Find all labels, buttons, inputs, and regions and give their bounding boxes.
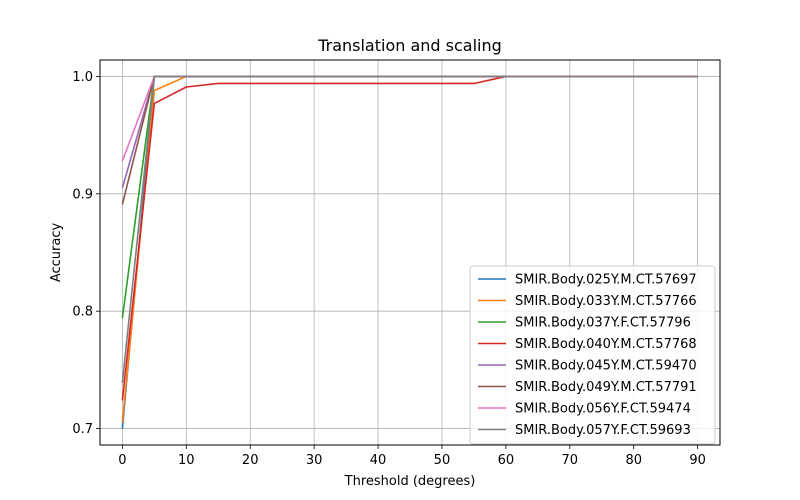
legend-entry: SMIR.Body.033Y.M.CT.57766: [515, 294, 697, 309]
y-tick-label: 0.7: [72, 422, 93, 437]
legend-box: [469, 265, 716, 445]
legend-entry: SMIR.Body.049Y.M.CT.57791: [515, 380, 697, 395]
series-line-5: [121, 75, 698, 189]
series-line-7: [121, 75, 698, 162]
x-tick-label: 0: [118, 453, 126, 468]
x-tick-label: 30: [306, 453, 323, 468]
legend-entry: SMIR.Body.037Y.F.CT.57796: [515, 316, 691, 331]
y-tick-label: 0.8: [72, 305, 93, 320]
x-tick-label: 80: [625, 453, 642, 468]
series-line-6: [121, 75, 698, 205]
legend-entry: SMIR.Body.045Y.M.CT.59470: [515, 359, 697, 374]
x-tick-label: 60: [498, 453, 515, 468]
plot-frame: [99, 59, 721, 446]
x-axis-label: Threshold (degrees): [344, 474, 476, 489]
x-tick-label: 20: [242, 453, 259, 468]
legend: SMIR.Body.025Y.M.CT.57697 SMIR.Body.033Y.…: [469, 265, 716, 445]
legend-entry: SMIR.Body.025Y.M.CT.57697: [515, 273, 697, 288]
y-tick-label: 0.9: [72, 187, 93, 202]
x-tick-label: 10: [178, 453, 195, 468]
legend-entry: SMIR.Body.040Y.M.CT.57768: [515, 337, 697, 352]
chart-title: Translation and scaling: [317, 36, 502, 55]
axis-ticks: 0 10 20 30 40 50 60 70 80 90 0.7 0.8 0.9 1.0: [72, 70, 706, 468]
x-tick-label: 70: [562, 453, 579, 468]
series-lines: [121, 75, 698, 429]
legend-entry: SMIR.Body.057Y.F.CT.59693: [515, 423, 691, 438]
y-tick-label: 1.0: [72, 70, 93, 85]
y-axis-label: Accuracy: [49, 223, 64, 283]
x-tick-label: 50: [434, 453, 451, 468]
series-line-8: [121, 75, 698, 383]
x-tick-label: 90: [689, 453, 706, 468]
x-tick-label: 40: [370, 453, 387, 468]
legend-entry: SMIR.Body.056Y.F.CT.59474: [515, 402, 691, 417]
